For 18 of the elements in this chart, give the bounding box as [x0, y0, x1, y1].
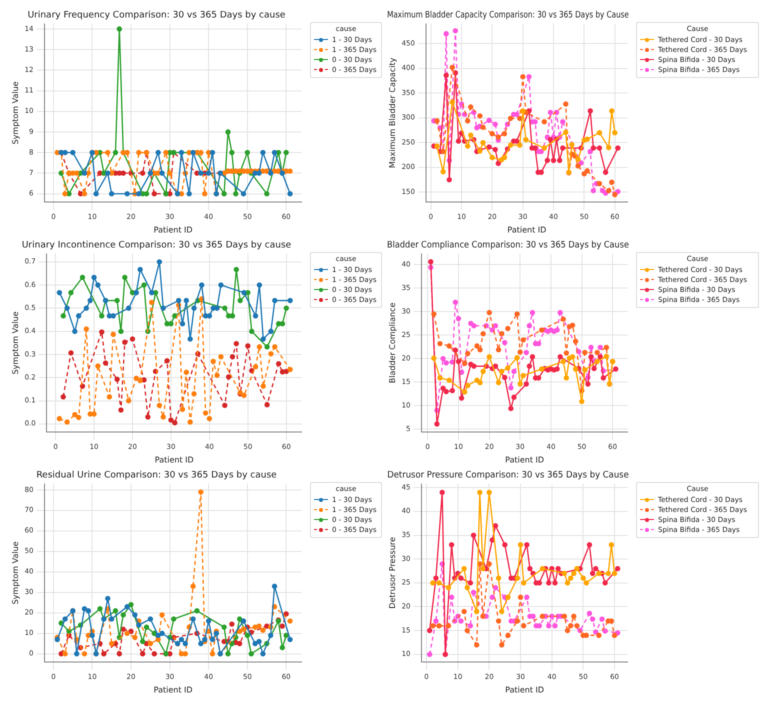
x-axis-title: Patient ID: [154, 455, 194, 464]
chart-title: Urinary Frequency Comparison: 30 vs 365 Days by cause: [28, 10, 286, 21]
chart-title: Urinary Incontinence Comparison: 30 vs 365 Days by cause: [22, 240, 292, 251]
x-axis-title: Patient ID: [507, 225, 546, 234]
y-axis-title: Symptom Value: [10, 541, 20, 604]
y-axis-title: Maximum Bladder Capacity: [388, 57, 397, 168]
x-axis-title: Patient ID: [505, 685, 544, 694]
y-axis-title: Detrusor Pressure: [388, 537, 397, 609]
chart-title: Maximum Bladder Capacity Comparison: 30 vs 365 Days by Cause: [387, 8, 629, 20]
chart-title: Residual Urine Comparison: 30 vs 365 Days by cause: [36, 470, 278, 481]
y-axis-title: Symptom Value: [10, 311, 20, 374]
x-axis-title: Patient ID: [154, 225, 193, 234]
x-axis-title: Patient ID: [505, 455, 544, 464]
x-axis-title: Patient ID: [154, 685, 193, 694]
chart-title: Detrusor Pressure Comparison: 30 vs 365 Days by Cause: [387, 470, 629, 481]
chart-title: Bladder Compliance Comparison: 30 vs 365 Days by Cause: [387, 240, 629, 251]
y-axis-title: Bladder Compliance: [388, 302, 397, 384]
y-axis-title: Symptom Value: [10, 81, 20, 144]
